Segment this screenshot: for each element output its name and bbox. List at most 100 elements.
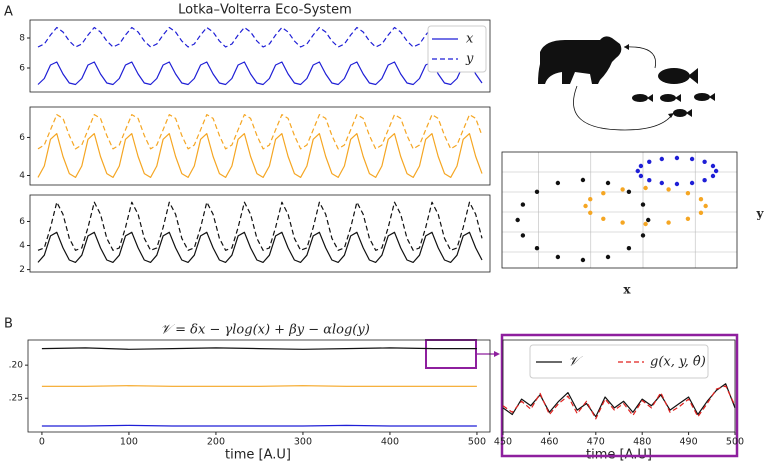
scatter-point [620,220,625,225]
scatter-point [647,178,652,183]
panel-label: B [4,317,13,332]
scatter-point [580,257,586,263]
scatter-point [534,246,540,251]
scatter-point [702,178,707,183]
scatter-point [588,197,593,202]
series-line [502,385,736,420]
scatter-point [635,168,640,174]
y-tick-label: 4 [19,171,25,181]
scatter-point [710,163,716,169]
series-line [37,114,483,150]
axis-label: time [A.U] [225,448,291,463]
panel-label: A [4,5,13,20]
scatter-point [520,202,526,207]
fish-icon [673,109,687,117]
scatter-point [638,163,644,169]
series-line [41,347,477,350]
x-tick-label: 470 [587,437,605,448]
series-line [502,383,736,418]
scatter-point [580,177,586,183]
scatter-point [640,202,646,207]
legend-box [427,25,487,73]
x-tick-label: 300 [294,437,312,448]
y-tick-label: 4 [19,241,25,251]
y-tick-label: 8 [19,34,25,44]
scatter-point [643,185,648,191]
scatter-point [713,168,719,174]
x-tick-label: 100 [120,437,138,448]
x-tick-label: 460 [540,437,558,448]
x-tick-label: 500 [468,437,486,448]
scatter-point [605,254,611,260]
arrow [573,85,673,131]
scatter-point [674,181,680,187]
plot-frame [27,339,491,433]
scatter-point [583,203,588,209]
plot-frame [29,194,491,273]
x-tick-label: 490 [680,437,698,448]
bear-icon [538,36,622,84]
scatter-point [601,216,606,221]
y-tick-label: 6 [19,217,25,227]
series-line [37,61,483,86]
scatter-point [638,173,644,179]
plot-frame [29,106,491,186]
axis-label: y [756,207,765,221]
arrow [623,46,657,69]
scatter-point [520,233,526,238]
scatter-point [555,180,561,186]
plot-frame [501,151,738,269]
plot-frame [29,19,491,93]
series-line [37,201,483,251]
chart-title: 𝒱 = δx − γlog(x) + βy − αlog(y) [160,323,370,338]
axis-label: x [623,283,631,297]
scatter-point [698,197,704,202]
fish-tail [688,68,698,84]
scatter-point [666,187,671,192]
scatter-point [626,246,632,251]
scatter-point [685,216,691,221]
scatter-point [666,220,671,225]
scatter-point [674,155,680,161]
scatter-point [643,221,648,227]
legend-label: g(x, y, θ̂) [650,355,706,370]
plot-frame [502,339,736,433]
scatter-point [689,180,695,186]
scatter-point [620,187,625,192]
y-tick-label: .20 [9,361,24,371]
zoom-box [425,339,477,369]
legend-label: x [466,32,474,47]
arrow-head [668,113,674,118]
chart-title: Lotka–Volterra Eco-System [178,3,352,18]
scatter-point [685,191,691,196]
arrow-head [624,44,629,50]
series-line [37,231,483,263]
fish-icon [658,68,690,84]
fish-icon [694,93,710,101]
series-line [37,133,483,178]
scatter-point [588,210,593,215]
scatter-point [647,159,652,164]
scatter-point [698,210,704,215]
y-tick-label: 6 [19,64,25,74]
scatter-point [710,173,716,179]
y-tick-label: 2 [19,265,25,275]
scatter-point [702,159,707,164]
fish-icon [660,94,676,102]
scatter-point [534,189,540,194]
scatter-point [659,156,664,162]
scatter-point [601,191,606,196]
scatter-point [640,233,646,238]
y-tick-label: .25 [9,394,23,404]
x-tick-label: 500 [726,437,744,448]
zoom-arrow-head [494,351,500,357]
food-chain-diagram [538,36,715,131]
scatter-point [689,156,695,162]
scatter-point [555,254,561,260]
scatter-point [626,189,632,194]
x-tick-label: 480 [633,437,651,448]
x-tick-label: 0 [39,437,45,448]
legend-label: y [465,52,474,67]
scatter-point [659,180,664,186]
